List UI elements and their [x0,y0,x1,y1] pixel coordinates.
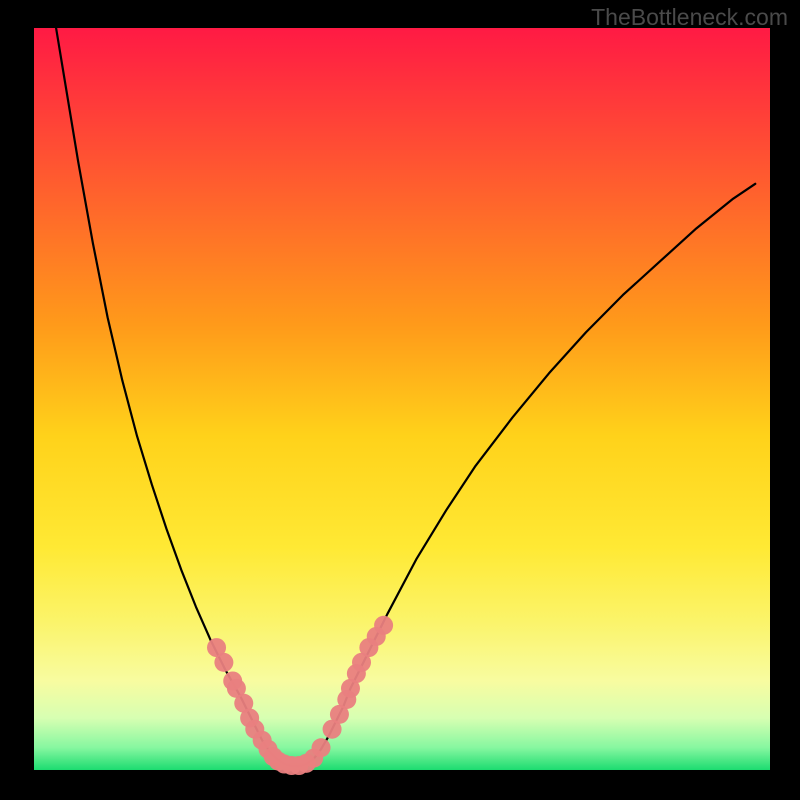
curve-marker [312,738,331,757]
outer-frame: TheBottleneck.com [0,0,800,800]
watermark-text: TheBottleneck.com [591,4,788,31]
v-curve [56,28,755,766]
marker-group [207,616,393,775]
curve-marker [374,616,393,635]
plot-area [34,28,770,770]
chart-svg [34,28,770,770]
curve-marker [214,653,233,672]
